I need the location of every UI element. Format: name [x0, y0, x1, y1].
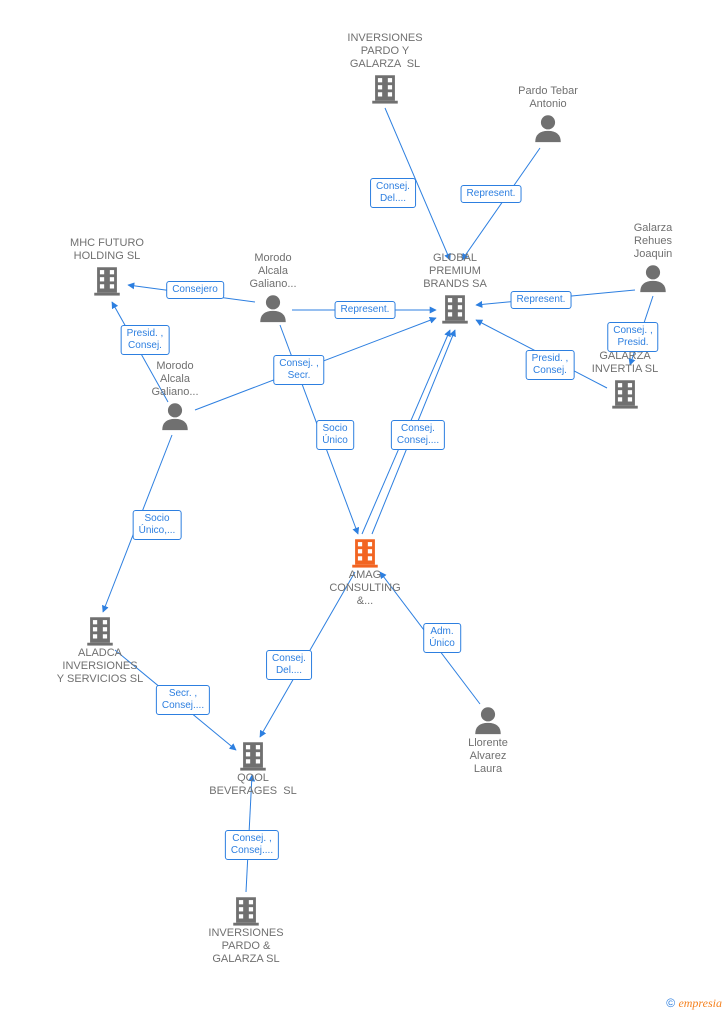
- node-label: Morodo Alcala Galiano...: [223, 252, 323, 291]
- node-inv_pardo_amp[interactable]: INVERSIONES PARDO & GALARZA SL: [196, 893, 296, 966]
- node-global[interactable]: GLOBAL PREMIUM BRANDS SA: [405, 252, 505, 325]
- edge-label-galarza_rehues-global: Represent.: [511, 291, 572, 309]
- edge-pardo_tebar-global: [462, 148, 540, 260]
- edge-label-amag-global: Socio Único: [316, 420, 354, 450]
- node-galarza_inv[interactable]: GALARZA INVERTIA SL: [575, 350, 675, 410]
- person-icon: [603, 261, 703, 295]
- node-llorente[interactable]: Llorente Alvarez Laura: [438, 703, 538, 776]
- edge-label-morodo1-global: Represent.: [335, 301, 396, 319]
- node-mhc[interactable]: MHC FUTURO HOLDING SL: [57, 237, 157, 297]
- edge-label-morodo1-mhc: Consejero: [166, 281, 224, 299]
- edge-label-galarza_inv-global: Presid. , Consej.: [526, 350, 575, 380]
- node-label: Morodo Alcala Galiano...: [125, 360, 225, 399]
- watermark: © empresia: [666, 996, 722, 1011]
- node-label: MHC FUTURO HOLDING SL: [57, 237, 157, 263]
- node-amag[interactable]: AMAG CONSULTING &...: [315, 535, 415, 608]
- node-qool[interactable]: QOOL BEVERAGES SL: [203, 738, 303, 798]
- edge-label-galarza_rehues-galarza_inv: Consej. , Presid.: [607, 322, 658, 352]
- edge-label-amag-global: Consej. Consej....: [391, 420, 445, 450]
- node-aladca[interactable]: ALADCA INVERSIONES Y SERVICIOS SL: [50, 613, 150, 686]
- edges-layer: [0, 0, 728, 1015]
- edge-label-inv_pardo_y-global: Consej. Del....: [370, 178, 416, 208]
- edge-label-morodo2-aladca: Socio Único,...: [133, 510, 182, 540]
- edge-label-llorente-amag: Adm. Único: [423, 623, 461, 653]
- building-icon: [203, 738, 303, 772]
- edge-label-morodo1-amag: Consej. , Secr.: [273, 355, 324, 385]
- building-icon: [57, 263, 157, 297]
- node-morodo2[interactable]: Morodo Alcala Galiano...: [125, 360, 225, 433]
- node-label: GLOBAL PREMIUM BRANDS SA: [405, 252, 505, 291]
- building-icon: [315, 535, 415, 569]
- building-icon: [196, 893, 296, 927]
- building-icon: [50, 613, 150, 647]
- node-label: INVERSIONES PARDO & GALARZA SL: [196, 927, 296, 966]
- diagram-canvas: { "type": "network", "background_color":…: [0, 0, 728, 1015]
- node-label: ALADCA INVERSIONES Y SERVICIOS SL: [50, 647, 150, 686]
- person-icon: [498, 111, 598, 145]
- edge-label-inv_pardo_amp-qool: Consej. , Consej....: [225, 830, 279, 860]
- edge-label-aladca-qool: Secr. , Consej....: [156, 685, 210, 715]
- person-icon: [438, 703, 538, 737]
- node-label: Pardo Tebar Antonio: [498, 85, 598, 111]
- node-galarza_rehues[interactable]: Galarza Rehues Joaquin: [603, 222, 703, 295]
- edge-label-morodo2-mhc: Presid. , Consej.: [121, 325, 170, 355]
- edge-label-amag-qool: Consej. Del....: [266, 650, 312, 680]
- node-pardo_tebar[interactable]: Pardo Tebar Antonio: [498, 85, 598, 145]
- node-inv_pardo_y[interactable]: INVERSIONES PARDO Y GALARZA SL: [335, 32, 435, 105]
- watermark-text: mpresia: [684, 996, 722, 1010]
- copyright-symbol: ©: [666, 996, 675, 1010]
- building-icon: [335, 71, 435, 105]
- person-icon: [223, 291, 323, 325]
- node-label: INVERSIONES PARDO Y GALARZA SL: [335, 32, 435, 71]
- node-label: Galarza Rehues Joaquin: [603, 222, 703, 261]
- edge-label-pardo_tebar-global: Represent.: [461, 185, 522, 203]
- building-icon: [575, 376, 675, 410]
- node-label: QOOL BEVERAGES SL: [203, 772, 303, 798]
- node-label: GALARZA INVERTIA SL: [575, 350, 675, 376]
- node-label: AMAG CONSULTING &...: [315, 569, 415, 608]
- building-icon: [405, 291, 505, 325]
- node-morodo1[interactable]: Morodo Alcala Galiano...: [223, 252, 323, 325]
- person-icon: [125, 399, 225, 433]
- node-label: Llorente Alvarez Laura: [438, 737, 538, 776]
